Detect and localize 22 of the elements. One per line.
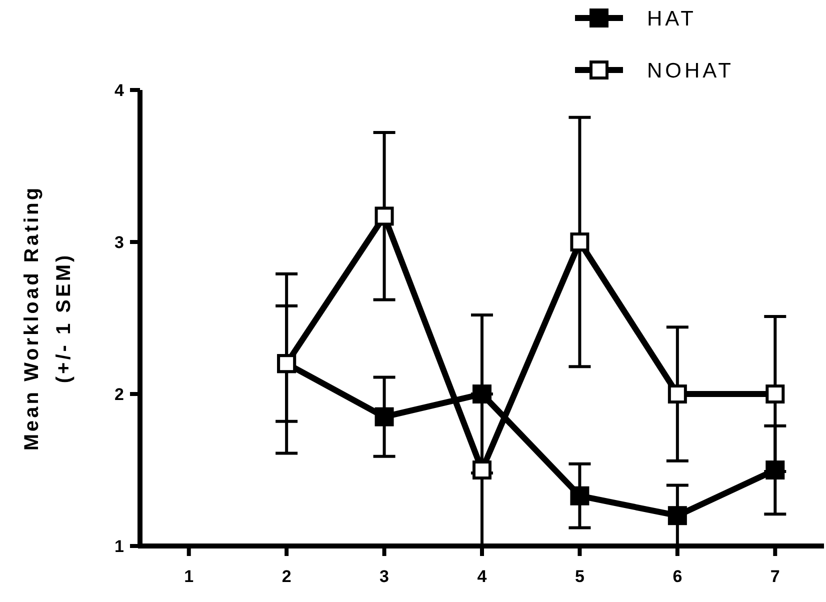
point bbox=[766, 384, 785, 404]
point bbox=[668, 506, 687, 526]
x-tick-label: 2 bbox=[282, 567, 292, 586]
point bbox=[472, 460, 492, 480]
x-tick-label: 3 bbox=[380, 567, 390, 586]
point bbox=[668, 384, 687, 404]
point bbox=[570, 486, 590, 506]
y-tick-label: 3 bbox=[114, 232, 124, 252]
y-tick-label: 1 bbox=[114, 536, 124, 556]
legend-label: HAT bbox=[647, 7, 696, 30]
legend-label: NOHAT bbox=[647, 59, 734, 82]
y-axis-title: Mean Workload Rating (+/- 1 SEM) bbox=[21, 185, 75, 451]
y-tick-label: 4 bbox=[114, 80, 125, 100]
point bbox=[374, 206, 394, 226]
x-tick-label: 7 bbox=[770, 567, 780, 586]
point bbox=[570, 232, 590, 252]
y-tick-label: 2 bbox=[114, 384, 124, 404]
point bbox=[374, 407, 394, 426]
x-tick-label: 5 bbox=[574, 567, 584, 586]
x-tick-label: 1 bbox=[184, 567, 194, 586]
x-tick-label: 6 bbox=[672, 567, 682, 586]
x-tick-label: 4 bbox=[477, 567, 488, 586]
